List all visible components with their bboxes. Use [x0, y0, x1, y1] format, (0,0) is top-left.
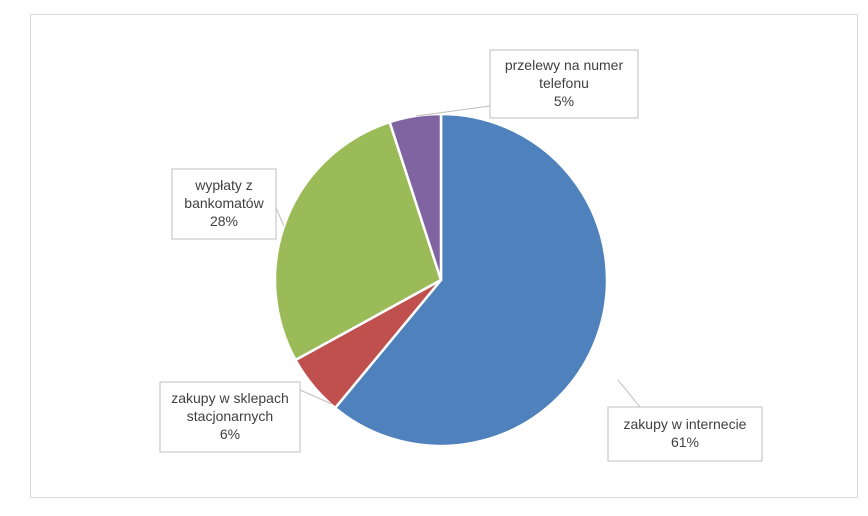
slice-category-label: wypłaty z — [194, 177, 253, 193]
slice-category-label: telefonu — [539, 75, 589, 91]
callout-2: zakupy w sklepach stacjonarnych 6% — [159, 381, 301, 453]
slice-percent-label: 28% — [210, 213, 238, 229]
callout-leader-1 — [617, 379, 641, 408]
pie-slice-4 — [388, 112, 443, 281]
callout-4: przelewy na numer telefonu 5% — [489, 49, 639, 119]
callout-box — [489, 49, 639, 119]
callout-box — [607, 406, 763, 462]
slice-percent-label: 61% — [671, 434, 699, 450]
callout-leaders — [275, 105, 641, 408]
callout-leader-3 — [275, 207, 285, 227]
slice-category-label: przelewy na numer — [505, 57, 624, 73]
slice-percent-label: 6% — [220, 426, 240, 442]
pie-slice-1 — [333, 112, 609, 448]
callout-3: wypłaty z bankomatów 28% — [171, 168, 277, 240]
callout-leader-2 — [299, 389, 333, 405]
pie-slices — [273, 112, 609, 448]
callout-box — [159, 381, 301, 453]
pie-slice-3 — [273, 120, 443, 362]
callout-leader-4 — [415, 105, 491, 117]
slice-category-label: zakupy w sklepach — [171, 390, 289, 406]
data-label-callouts: zakupy w internecie 61% zakupy w sklepach s… — [159, 49, 763, 462]
slice-percent-label: 5% — [554, 93, 574, 109]
callout-1: zakupy w internecie 61% — [607, 406, 763, 462]
slice-category-label: zakupy w internecie — [624, 416, 747, 432]
slice-category-label: stacjonarnych — [187, 408, 273, 424]
slice-category-label: bankomatów — [184, 195, 264, 211]
callout-box — [171, 168, 277, 240]
